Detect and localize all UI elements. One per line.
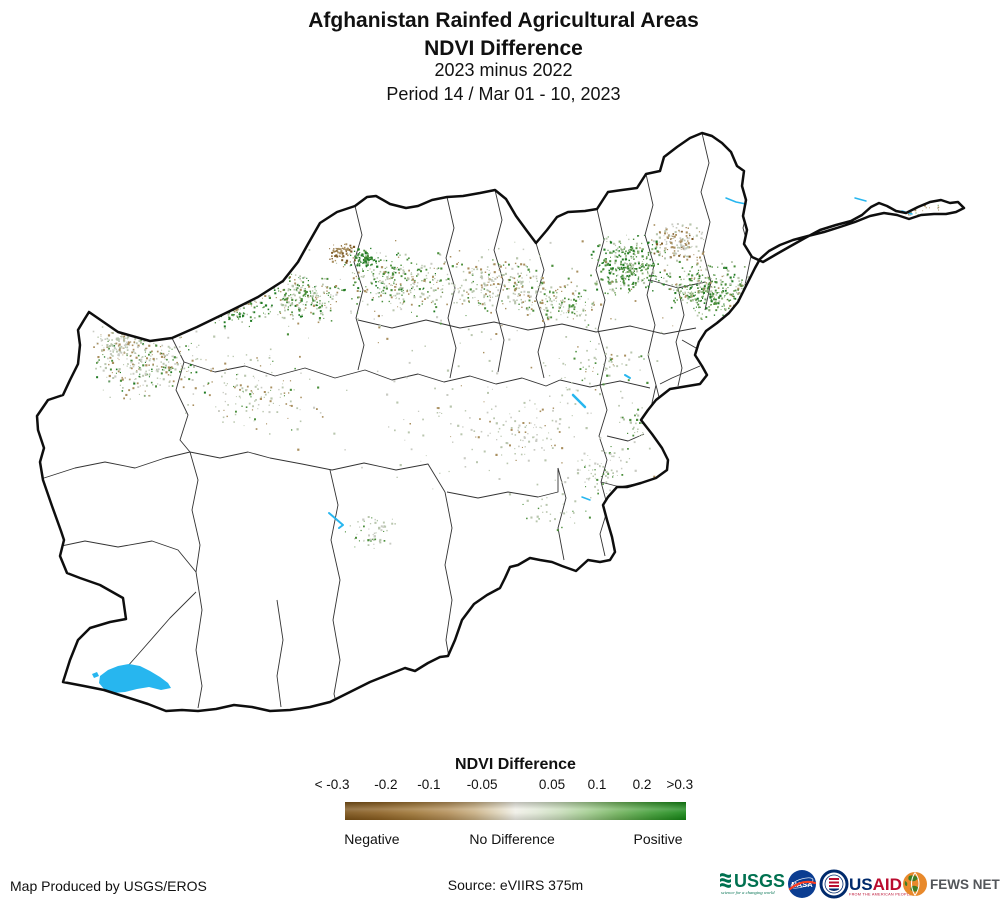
period-label: Period 14 / Mar 01 - 10, 2023 — [386, 84, 621, 104]
usgs-tagline: science for a changing world — [721, 890, 775, 895]
legend-tick: < -0.3 — [314, 777, 350, 792]
fewsnet-wordmark: FEWS NET — [930, 877, 1001, 892]
nasa-logo: NASA — [788, 870, 817, 898]
legend-tick: -0.05 — [466, 777, 498, 792]
legend-scale-label: Positive — [633, 831, 683, 847]
legend-scale-label: No Difference — [469, 831, 555, 847]
legend-scale-label: Negative — [344, 831, 400, 847]
logo-strip: USGS science for a changing world NASA — [717, 864, 1007, 906]
page-subtitle: NDVI Difference — [424, 37, 583, 60]
legend-tick: 0.2 — [632, 777, 652, 792]
legend-gradient-bar — [345, 802, 686, 820]
legend-tick: -0.2 — [374, 777, 398, 792]
legend-tick: 0.05 — [538, 777, 566, 792]
country-outline — [35, 131, 966, 713]
usaid-shield-icon — [829, 878, 839, 891]
usgs-wave-icon — [720, 873, 731, 888]
legend-title: NDVI Difference — [455, 756, 576, 773]
usgs-logo: USGS science for a changing world — [720, 871, 785, 895]
map-credit: Map Produced by USGS/EROS — [10, 878, 207, 894]
legend-tick: -0.1 — [417, 777, 441, 792]
usaid-logo: USAID FROM THE AMERICAN PEOPLE — [819, 869, 912, 899]
usaid-wordmark: USAID — [849, 875, 902, 894]
legend-tick: 0.1 — [587, 777, 607, 792]
nasa-wordmark: NASA — [791, 880, 813, 889]
fewsnet-logo: FEWS NET — [903, 872, 1001, 896]
usaid-tagline: FROM THE AMERICAN PEOPLE — [849, 893, 912, 897]
page-title: Afghanistan Rainfed Agricultural Areas — [308, 9, 699, 32]
comparison-years: 2023 minus 2022 — [434, 60, 573, 80]
usgs-wordmark: USGS — [734, 871, 785, 891]
legend-tick: >0.3 — [666, 777, 694, 792]
data-source: Source: eVIIRS 375m — [447, 877, 584, 893]
legend-gradient-shade — [345, 802, 686, 820]
